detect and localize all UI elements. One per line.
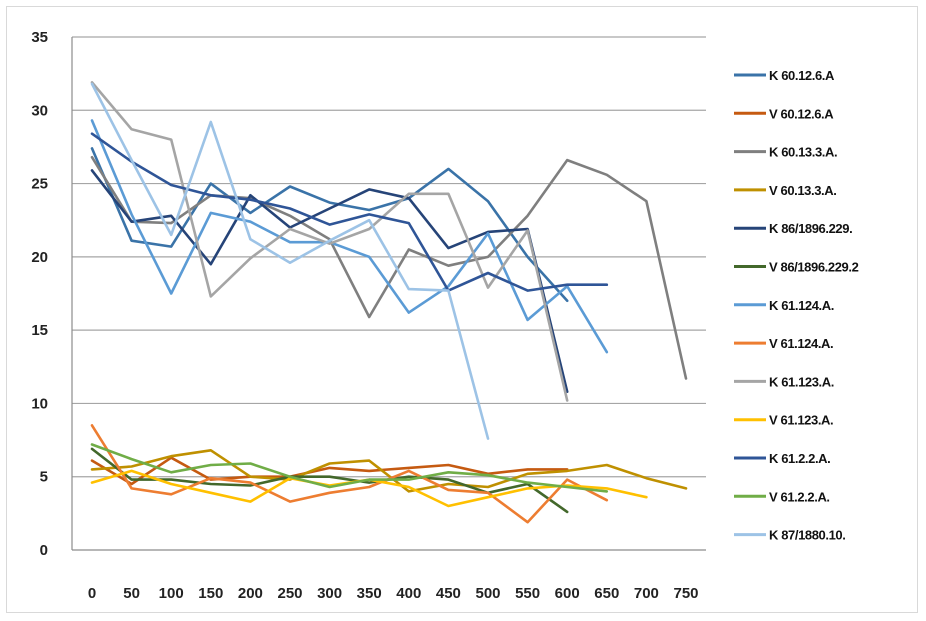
x-tick-label: 300 xyxy=(317,585,342,602)
series-line xyxy=(90,169,569,393)
legend-label: V 60.12.6.A xyxy=(769,106,834,121)
x-tick-label: 150 xyxy=(198,585,223,602)
series-line xyxy=(90,132,609,292)
x-tick-label: 600 xyxy=(555,585,580,602)
legend-label: K 60.13.3.A. xyxy=(769,145,837,160)
series-line xyxy=(90,82,490,440)
legend: K 60.12.6.A V 60.12.6.A K 60.13.3.A. V 60.1… xyxy=(734,68,859,543)
x-tick-label: 550 xyxy=(515,585,540,602)
x-tick-label: 500 xyxy=(475,585,500,602)
y-axis-ticks: 0 5 10 15 20 25 30 35 xyxy=(31,29,48,559)
x-tick-label: 350 xyxy=(357,585,382,602)
legend-label: V 61.2.2.A. xyxy=(769,489,830,504)
legend-label: V 61.124.A. xyxy=(769,336,833,351)
series-line xyxy=(90,147,569,303)
legend-label: K 61.2.2.A. xyxy=(769,451,830,466)
series-line xyxy=(90,424,609,524)
x-tick-label: 750 xyxy=(673,585,698,602)
y-tick-label: 35 xyxy=(31,29,48,46)
x-tick-label: 400 xyxy=(396,585,421,602)
x-tick-label: 100 xyxy=(159,585,184,602)
x-tick-label: 50 xyxy=(123,585,140,602)
y-tick-label: 5 xyxy=(40,469,48,486)
x-tick-label: 650 xyxy=(594,585,619,602)
legend-label: K 86/1896.229. xyxy=(769,221,852,236)
x-tick-label: 450 xyxy=(436,585,461,602)
y-tick-label: 30 xyxy=(31,102,48,119)
x-tick-label: 250 xyxy=(277,585,302,602)
legend-label: V 61.123.A. xyxy=(769,413,833,428)
y-tick-label: 25 xyxy=(31,176,48,193)
y-tick-label: 10 xyxy=(31,395,48,412)
x-tick-label: 200 xyxy=(238,585,263,602)
series-line xyxy=(90,449,688,493)
legend-label: K 87/1880.10. xyxy=(769,528,845,543)
gridlines xyxy=(71,36,706,551)
chart-frame xyxy=(6,6,918,613)
series-line xyxy=(90,155,688,380)
x-tick-label: 700 xyxy=(634,585,659,602)
x-tick-label: 0 xyxy=(88,585,96,602)
y-tick-label: 20 xyxy=(31,249,48,266)
legend-label: K 61.123.A. xyxy=(769,374,834,389)
series-line xyxy=(90,81,569,402)
y-tick-label: 15 xyxy=(31,322,48,339)
legend-label: V 60.13.3.A. xyxy=(769,183,836,198)
series-line xyxy=(90,443,609,493)
y-tick-label: 0 xyxy=(40,542,48,559)
series-line xyxy=(90,119,609,354)
series-line xyxy=(90,456,569,486)
legend-label: K 61.124.A. xyxy=(769,298,834,313)
legend-label: V 86/1896.229.2 xyxy=(769,260,859,275)
legend-label: K 60.12.6.A xyxy=(769,68,835,83)
x-axis-ticks: 0 50 100 150 200 250 300 350 400 450 500 550 600 650 7… xyxy=(88,585,699,602)
series-lines xyxy=(90,81,688,524)
